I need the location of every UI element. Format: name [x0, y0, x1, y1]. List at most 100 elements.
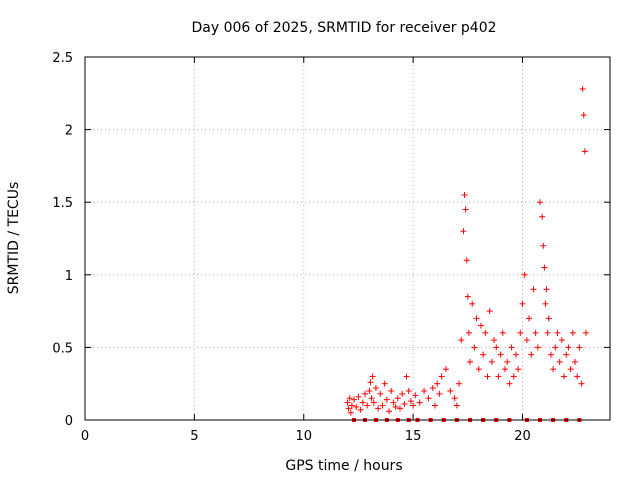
data-point — [369, 373, 376, 380]
data-point — [370, 399, 377, 406]
data-point — [558, 337, 565, 344]
data-point — [550, 366, 557, 373]
data-point — [475, 366, 482, 373]
x-tick-label: 0 — [81, 429, 89, 444]
data-point — [576, 344, 583, 351]
data-point — [467, 358, 473, 365]
data-point — [368, 395, 375, 402]
data-point — [543, 286, 550, 293]
data-point — [416, 399, 423, 406]
data-point — [471, 344, 478, 351]
data-point — [526, 315, 533, 322]
data-point — [405, 387, 412, 394]
data-point — [488, 358, 495, 365]
data-point — [425, 395, 432, 402]
data-point — [383, 396, 390, 403]
data-point — [541, 264, 548, 271]
data-point — [390, 399, 397, 406]
data-point — [351, 396, 358, 403]
data-point — [517, 329, 524, 336]
data-point — [401, 401, 408, 408]
data-point — [397, 405, 403, 412]
data-point — [412, 392, 419, 399]
data-point — [493, 344, 500, 351]
data-point — [357, 406, 364, 413]
data-point — [540, 242, 547, 249]
data-point — [355, 393, 362, 400]
data-point — [377, 390, 384, 397]
data-point — [544, 329, 551, 336]
x-tick-label: 15 — [405, 429, 422, 444]
data-point — [537, 199, 543, 206]
data-point — [462, 206, 469, 213]
data-point — [482, 329, 489, 336]
data-point — [497, 351, 504, 358]
grid-lines — [85, 57, 610, 420]
data-point — [438, 373, 445, 380]
data-point — [539, 213, 546, 220]
data-point — [465, 329, 472, 336]
data-point — [372, 385, 379, 392]
data-point — [532, 329, 539, 336]
data-point — [429, 385, 436, 392]
y-axis-label: SRMTID / TECUs — [6, 182, 22, 295]
data-point — [504, 358, 511, 365]
data-point — [581, 148, 588, 155]
data-point — [530, 286, 537, 293]
data-point — [463, 257, 470, 264]
data-point — [347, 409, 354, 416]
y-tick-label: 2 — [65, 124, 73, 139]
data-point — [512, 351, 519, 358]
data-point — [484, 373, 491, 380]
data-point — [515, 366, 522, 373]
data-point — [346, 395, 353, 402]
data-point — [456, 380, 463, 387]
data-point — [362, 390, 368, 397]
data-point — [367, 379, 374, 386]
data-points — [344, 85, 589, 422]
data-point — [534, 344, 541, 351]
data-point — [495, 373, 502, 380]
data-point — [436, 390, 443, 397]
data-point — [552, 344, 559, 351]
y-tick-label: 0 — [65, 414, 73, 429]
data-point — [567, 366, 574, 373]
data-point — [392, 403, 399, 410]
data-point — [403, 373, 410, 380]
data-point — [486, 308, 493, 315]
data-point — [554, 329, 561, 336]
data-point — [469, 300, 476, 307]
data-point — [477, 322, 484, 329]
data-point — [499, 329, 506, 336]
data-point — [545, 315, 552, 322]
x-tick-label: 20 — [514, 429, 531, 444]
data-point — [453, 402, 460, 409]
y-axis-ticks: 0 0.5 1 1.5 2 2.5 — [52, 51, 610, 429]
y-tick-label: 1 — [65, 269, 73, 284]
data-point — [460, 228, 467, 235]
data-point — [528, 351, 535, 358]
data-point — [434, 380, 441, 387]
data-point — [458, 337, 465, 344]
data-point — [506, 380, 513, 387]
data-point — [381, 380, 388, 387]
data-point — [442, 366, 449, 373]
data-point — [366, 387, 373, 394]
data-point — [345, 405, 352, 412]
data-point — [480, 351, 487, 358]
data-point — [547, 351, 554, 358]
data-point — [582, 329, 589, 336]
data-point — [561, 373, 568, 380]
data-point — [464, 293, 471, 300]
data-point — [508, 344, 515, 351]
data-point — [421, 387, 428, 394]
data-point — [579, 85, 586, 92]
x-tick-label: 5 — [190, 429, 198, 444]
data-point — [451, 395, 458, 402]
data-point — [379, 402, 386, 409]
data-point — [394, 395, 401, 402]
data-point — [353, 403, 360, 410]
data-point — [565, 344, 572, 351]
